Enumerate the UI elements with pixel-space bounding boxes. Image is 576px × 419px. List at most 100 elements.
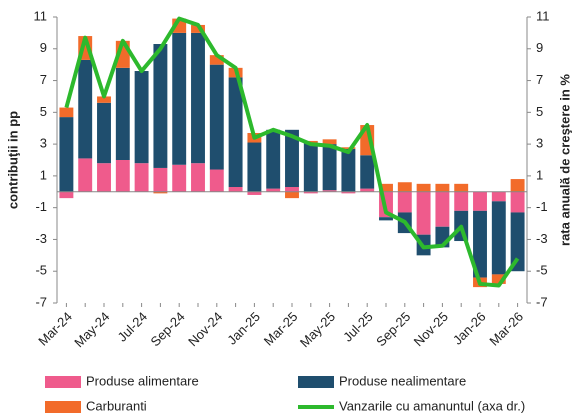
bar xyxy=(360,155,375,189)
x-tick-label: Jan-26 xyxy=(450,309,489,348)
bar xyxy=(59,117,74,192)
bar xyxy=(153,191,168,194)
bar xyxy=(247,142,262,192)
bar xyxy=(285,191,299,199)
y2-tick-label: -5 xyxy=(536,263,548,278)
bar xyxy=(416,183,431,192)
bar xyxy=(303,142,318,192)
y-tick-label: 3 xyxy=(40,136,47,151)
bar xyxy=(416,191,431,235)
bar xyxy=(97,96,111,103)
y2-tick-label: -3 xyxy=(536,231,548,246)
bar xyxy=(59,107,74,118)
bar xyxy=(379,217,393,221)
x-tick-label: Nov-25 xyxy=(411,309,451,349)
legend-swatch xyxy=(45,401,81,413)
x-tick-label: Jul-25 xyxy=(340,309,376,345)
bar xyxy=(209,64,224,170)
bar xyxy=(134,163,149,192)
bar xyxy=(228,187,243,192)
x-tick-label: Jul-24 xyxy=(114,309,150,345)
bar xyxy=(510,179,525,192)
x-tick-label: Mar-25 xyxy=(261,309,301,349)
y-tick-label: -5 xyxy=(35,263,47,278)
x-tick-label: May-24 xyxy=(71,309,112,350)
bar xyxy=(341,148,356,192)
bar xyxy=(303,191,318,194)
bar xyxy=(266,129,281,189)
x-tick-label: Sep-25 xyxy=(373,309,413,349)
y-tick-label: 7 xyxy=(40,72,47,87)
bar xyxy=(285,187,299,192)
bar xyxy=(247,191,262,195)
legend-label: Produse nealimentare xyxy=(339,373,466,388)
bar xyxy=(97,102,111,164)
bar xyxy=(491,274,506,284)
y-tick-label: -7 xyxy=(35,294,47,309)
bar xyxy=(59,191,74,199)
y-tick-label: -3 xyxy=(35,231,47,246)
bar xyxy=(379,183,393,192)
y-tick-label: 5 xyxy=(40,104,47,119)
bar xyxy=(78,59,93,159)
bar xyxy=(191,163,205,192)
y2-tick-label: 3 xyxy=(536,136,543,151)
bar xyxy=(153,44,168,168)
bar xyxy=(153,167,168,192)
y2-tick-label: 5 xyxy=(536,104,543,119)
bar xyxy=(341,191,356,194)
x-tick-label: May-25 xyxy=(297,309,338,350)
bar xyxy=(191,24,205,33)
y-axis-label: contribuţii in pp xyxy=(5,111,20,209)
bar xyxy=(209,55,224,65)
bar xyxy=(115,160,130,192)
line xyxy=(64,16,520,288)
bar xyxy=(303,140,318,143)
x-tick-label: Jan-25 xyxy=(224,309,263,348)
x-tick-label: Sep-24 xyxy=(148,309,188,349)
bar xyxy=(191,32,205,164)
y2-tick-label: 7 xyxy=(536,72,543,87)
bar xyxy=(322,144,337,191)
bar xyxy=(491,201,506,275)
x-tick-label: Mar-26 xyxy=(486,309,526,349)
bar xyxy=(322,139,337,145)
bar xyxy=(134,71,149,164)
bar xyxy=(454,191,469,211)
y-tick-label: 9 xyxy=(40,40,47,55)
legend-swatch xyxy=(298,376,334,388)
bar xyxy=(78,158,93,192)
y2-tick-label: 1 xyxy=(536,167,543,182)
bar xyxy=(473,191,487,211)
y2-tick-label: -1 xyxy=(536,199,548,214)
bar xyxy=(454,183,469,192)
bar xyxy=(435,191,450,227)
x-tick-label: Mar-24 xyxy=(35,309,75,349)
x-tick-label: Nov-24 xyxy=(185,309,225,349)
y2-tick-label: 11 xyxy=(536,8,550,23)
bar xyxy=(341,147,356,149)
legend-label: Produse alimentare xyxy=(86,373,199,388)
legend-swatch xyxy=(45,376,81,388)
bar xyxy=(360,188,375,192)
y2-tick-label: -7 xyxy=(536,294,548,309)
y-tick-label: 11 xyxy=(34,8,48,23)
bar xyxy=(435,183,450,192)
y-tick-label: -1 xyxy=(35,199,47,214)
y-tick-label: 1 xyxy=(40,167,47,182)
y2-tick-label: 9 xyxy=(536,40,543,55)
bar xyxy=(473,210,487,278)
legend-label: Vanzarile cu amanuntul (axa dr.) xyxy=(339,398,525,413)
bar xyxy=(97,163,111,192)
bar xyxy=(172,164,187,192)
bar xyxy=(397,182,412,192)
bar xyxy=(266,188,281,192)
bar xyxy=(510,212,525,272)
bar xyxy=(172,32,187,165)
bar xyxy=(510,191,525,213)
legend-label: Carburanti xyxy=(86,398,147,413)
bar xyxy=(397,191,412,213)
bar xyxy=(285,129,299,188)
bar xyxy=(115,67,130,160)
